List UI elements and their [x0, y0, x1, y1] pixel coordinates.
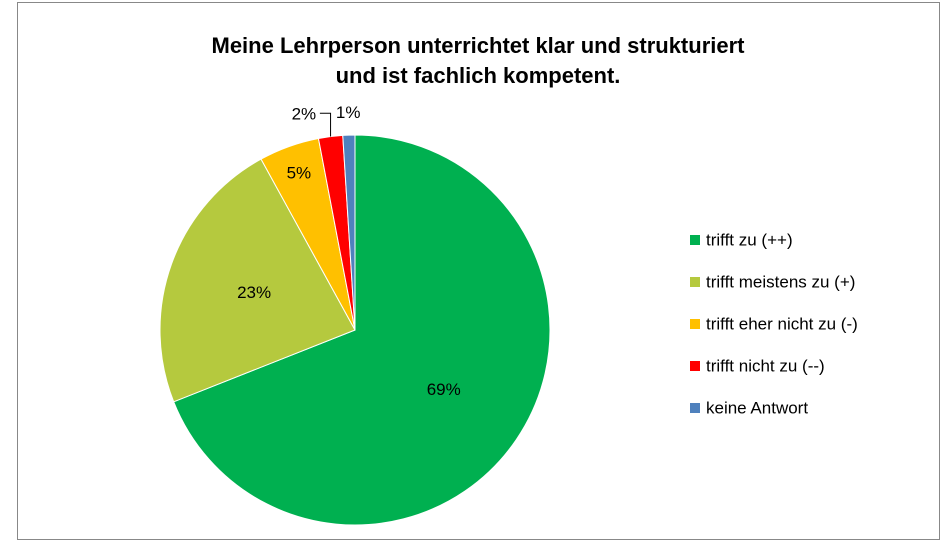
leader-line — [319, 112, 332, 137]
legend-swatch — [690, 361, 700, 371]
legend-label: trifft nicht zu (--) — [706, 356, 825, 375]
chart-title: und ist fachlich kompetent. — [336, 63, 621, 88]
data-label: 2% — [292, 105, 317, 124]
data-label: 69% — [427, 380, 461, 399]
legend-swatch — [690, 235, 700, 245]
legend-label: trifft eher nicht zu (-) — [706, 314, 858, 333]
chart-title: Meine Lehrperson unterrichtet klar und s… — [212, 33, 746, 58]
legend-label: trifft meistens zu (+) — [706, 272, 855, 291]
legend-label: keine Antwort — [706, 398, 808, 417]
legend-swatch — [690, 403, 700, 413]
legend-swatch — [690, 319, 700, 329]
data-label: 1% — [336, 103, 361, 122]
pie-slice — [342, 134, 356, 331]
data-label: 23% — [237, 283, 271, 302]
pie-slice — [159, 158, 356, 403]
legend-label: trifft zu (++) — [706, 230, 793, 249]
data-label: 5% — [287, 164, 312, 183]
legend-swatch — [690, 277, 700, 287]
pie-slice — [173, 134, 551, 526]
